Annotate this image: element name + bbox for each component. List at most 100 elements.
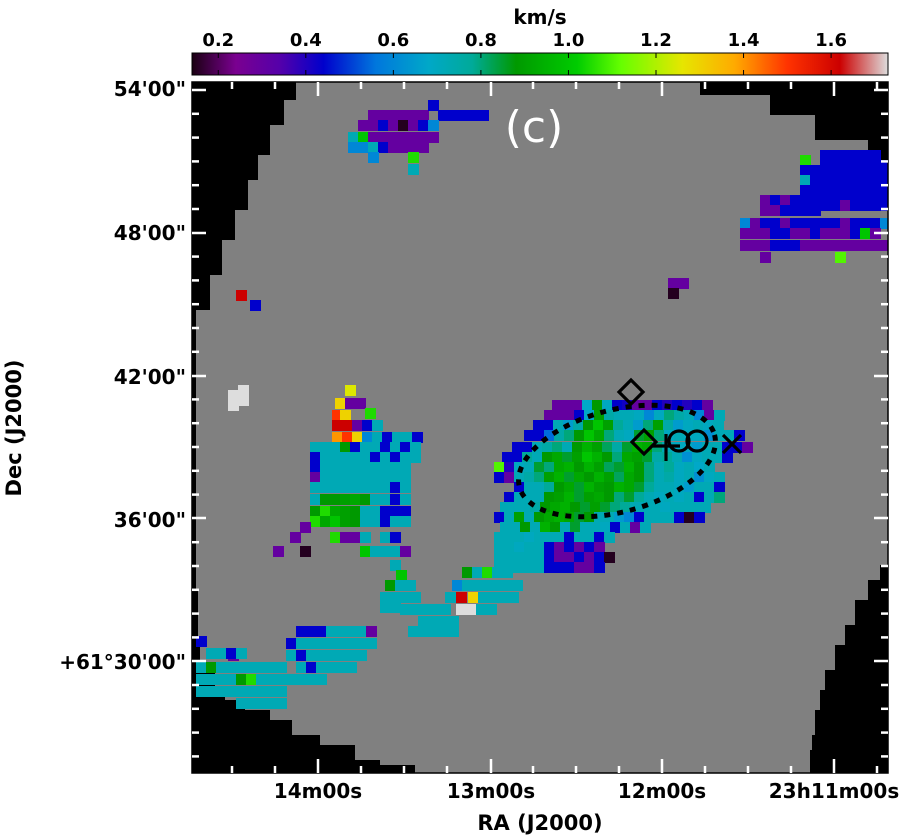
x-tick-label: 12m00s: [618, 779, 706, 803]
velocity-pixel: [830, 200, 841, 211]
velocity-pixel: [840, 200, 851, 211]
velocity-pixel: [345, 398, 356, 409]
velocity-pixel: [564, 532, 575, 543]
velocity-pixel: [572, 452, 583, 463]
velocity-pixel: [543, 420, 554, 431]
velocity-pixel: [664, 512, 675, 523]
velocity-pixel: [266, 674, 277, 685]
velocity-pixel: [388, 132, 399, 143]
velocity-pixel: [584, 430, 595, 441]
velocity-pixel: [390, 452, 401, 463]
velocity-pixel: [238, 395, 249, 406]
velocity-pixel: [835, 252, 846, 263]
velocity-pixel: [370, 494, 381, 505]
velocity-pixel: [582, 400, 593, 411]
velocity-pixel: [408, 142, 419, 153]
cross-marker: [721, 433, 743, 455]
velocity-pixel: [512, 442, 523, 453]
velocity-pixel: [236, 290, 247, 301]
velocity-pixel: [226, 662, 237, 673]
velocity-pixel: [462, 567, 473, 578]
velocity-pixel: [390, 482, 401, 493]
velocity-pixel: [644, 472, 655, 483]
velocity-pixel: [800, 155, 811, 166]
velocity-pixel: [614, 512, 625, 523]
velocity-pixel: [790, 205, 801, 216]
velocity-pixel: [632, 452, 643, 463]
colorbar-tick-label: 0.2: [202, 30, 234, 51]
velocity-pixel: [488, 592, 499, 603]
velocity-pixel: [388, 120, 399, 131]
velocity-pixel: [544, 512, 555, 523]
velocity-pixel: [410, 592, 421, 603]
velocity-pixel: [335, 398, 346, 409]
velocity-pixel: [554, 542, 565, 553]
velocity-pixel: [330, 462, 341, 473]
velocity-pixel: [574, 542, 585, 553]
velocity-pixel: [770, 228, 781, 239]
velocity-pixel: [574, 552, 585, 563]
velocity-pixel: [350, 506, 361, 517]
velocity-pixel: [643, 420, 654, 431]
velocity-pixel: [564, 410, 575, 421]
velocity-pixel: [428, 132, 439, 143]
velocity-pixel: [346, 626, 357, 637]
velocity-pixel: [614, 492, 625, 503]
velocity-pixel: [574, 482, 585, 493]
velocity-pixel: [850, 200, 861, 211]
velocity-pixel: [226, 686, 237, 697]
velocity-pixel: [370, 546, 381, 557]
velocity-pixel: [366, 638, 377, 649]
velocity-pixel: [390, 516, 401, 527]
velocity-pixel: [840, 228, 851, 239]
velocity-pixel: [350, 494, 361, 505]
velocity-pixel: [326, 638, 337, 649]
velocity-pixel: [830, 160, 841, 171]
velocity-pixel: [524, 512, 535, 523]
velocity-pixel: [860, 180, 871, 191]
velocity-pixel: [694, 482, 705, 493]
velocity-pixel: [246, 662, 257, 673]
velocity-pixel: [860, 228, 871, 239]
velocity-pixel: [196, 636, 207, 647]
velocity-pixel: [674, 430, 685, 441]
velocity-pixel: [850, 228, 861, 239]
velocity-pixel: [382, 432, 393, 443]
velocity-pixel: [704, 472, 715, 483]
velocity-pixel: [316, 650, 327, 661]
velocity-pixel: [534, 562, 545, 573]
velocity-pixel: [340, 494, 351, 505]
velocity-pixel: [580, 522, 591, 533]
velocity-pixel: [320, 494, 331, 505]
velocity-pixel: [320, 506, 331, 517]
velocity-pixel: [574, 532, 585, 543]
velocity-pixel: [810, 205, 821, 216]
velocity-pixel: [860, 240, 871, 251]
velocity-pixel: [820, 240, 831, 251]
x-tick-label: 14m00s: [274, 779, 362, 803]
velocity-pixel: [603, 420, 614, 431]
velocity-pixel: [390, 506, 401, 517]
velocity-pixel: [524, 492, 535, 503]
velocity-pixel: [584, 542, 595, 553]
velocity-pixel: [448, 110, 459, 121]
velocity-pixel: [370, 482, 381, 493]
velocity-pixel: [352, 432, 363, 443]
velocity-pixel: [654, 410, 665, 421]
velocity-pixel: [390, 602, 401, 613]
velocity-pixel: [780, 205, 791, 216]
velocity-pixel: [654, 472, 665, 483]
velocity-pixel: [564, 542, 575, 553]
velocity-pixel: [418, 120, 429, 131]
velocity-pixel: [456, 592, 467, 603]
velocity-pixel: [554, 552, 565, 563]
velocity-pixel: [830, 218, 841, 229]
velocity-pixel: [330, 516, 341, 527]
velocity-pixel: [472, 580, 483, 591]
velocity-pixel: [502, 567, 513, 578]
velocity-pixel: [336, 626, 347, 637]
velocity-pixel: [594, 512, 605, 523]
velocity-pixel: [614, 472, 625, 483]
velocity-pixel: [562, 442, 573, 453]
velocity-pixel: [286, 638, 297, 649]
